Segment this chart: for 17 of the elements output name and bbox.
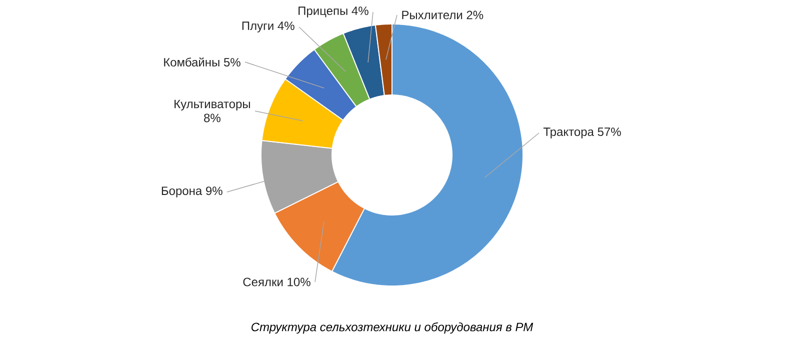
data-label: 8%	[204, 114, 220, 122]
slice-label: Борона	[162, 186, 202, 198]
data-label: 4%	[352, 6, 368, 15]
text: Структура сельхозтехники и оборудования в РМ	[252, 322, 534, 334]
data-label: 2%	[466, 10, 484, 20]
slice-label: Культиваторы	[174, 100, 250, 111]
data-label: 9%	[206, 186, 222, 196]
data-label: 10%	[288, 278, 310, 286]
slice-label: Прицепы	[298, 6, 348, 18]
data-label: 5%	[224, 58, 240, 67]
data-label: 57%	[598, 128, 621, 136]
data-label: 4%	[278, 22, 294, 30]
slice-label: Трактора	[543, 128, 594, 138]
slice-label: Плуги	[242, 22, 274, 32]
slice-label: Комбайны	[164, 57, 220, 67]
slice-label: Рыхлители	[402, 10, 462, 20]
slice-label: Сеялки	[243, 278, 283, 286]
